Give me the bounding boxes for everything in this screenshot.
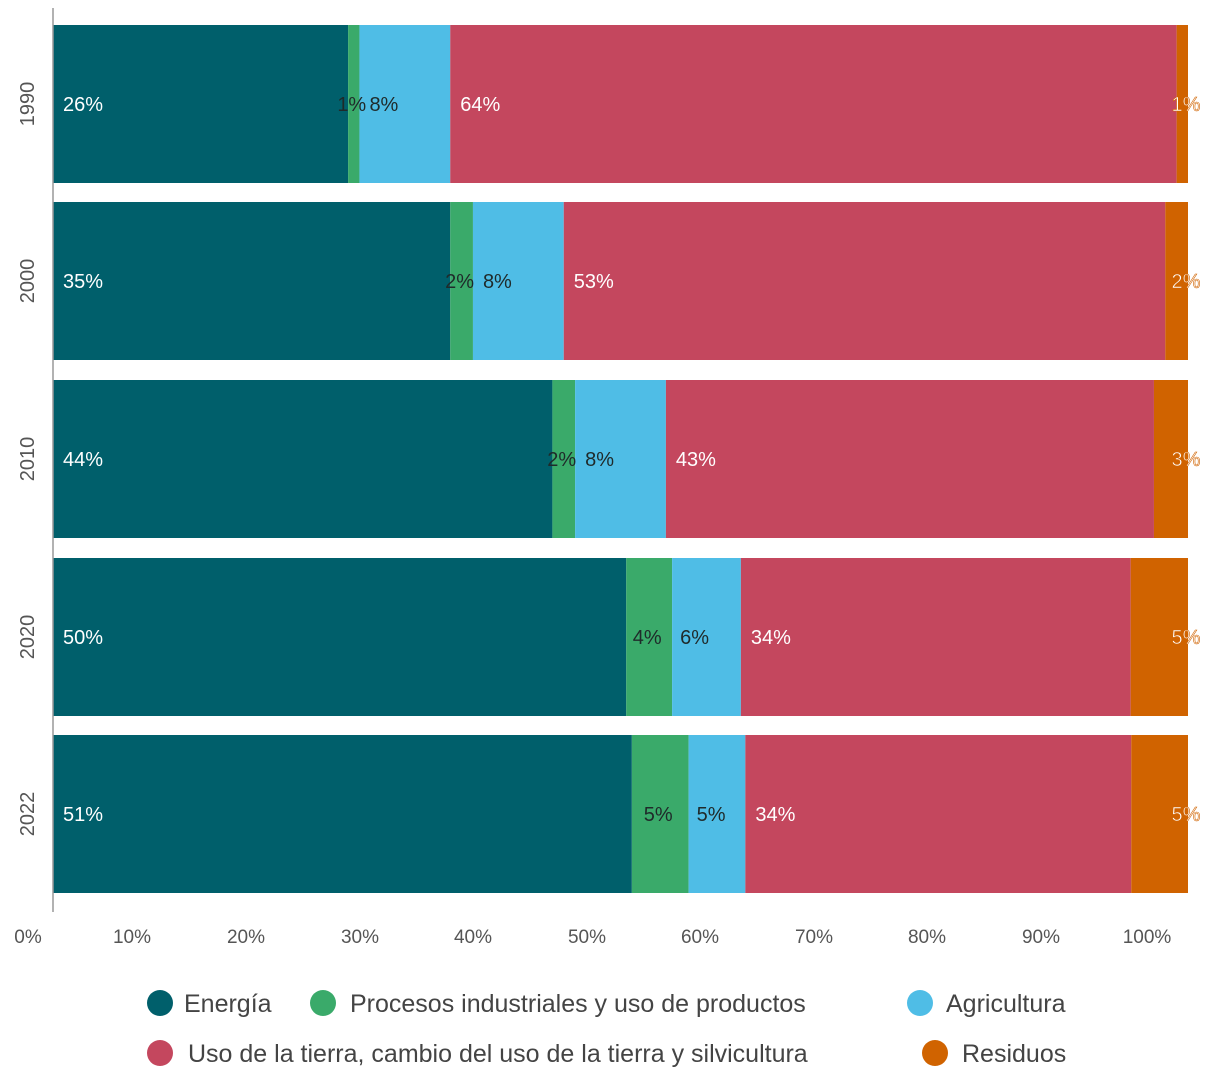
legend-swatch (310, 990, 336, 1016)
x-tick-label: 30% (341, 927, 379, 948)
data-label: 8% (483, 271, 512, 293)
bar-segment (745, 735, 1132, 893)
bar-segment (359, 25, 451, 183)
bar-segment (1131, 735, 1188, 893)
data-label: 1% (1172, 94, 1201, 116)
data-label: 50% (63, 627, 103, 649)
bar-segment (53, 202, 451, 360)
bar-segment (575, 380, 666, 538)
data-label: 26% (63, 94, 103, 116)
bar-segment (631, 735, 689, 893)
bar-segment (1165, 202, 1188, 360)
data-label: 5% (1172, 804, 1201, 826)
x-tick-label: 70% (795, 927, 833, 948)
data-label: 1% (337, 94, 366, 116)
legend-item: Residuos (922, 1040, 1066, 1068)
data-label: 8% (369, 94, 398, 116)
bar-segment (53, 380, 553, 538)
data-label: 6% (680, 627, 709, 649)
x-tick-label: 100% (1123, 927, 1172, 948)
data-label: 44% (63, 449, 103, 471)
legend-label: Energía (184, 990, 272, 1018)
category-label: 2020 (17, 615, 39, 660)
bar-segment (672, 558, 741, 716)
legend-label: Procesos industriales y uso de productos (350, 990, 806, 1018)
x-tick-label: 40% (454, 927, 492, 948)
x-axis-ticks-layer: 0% 10% 20% 30% 40% 50% 60% 70% 80% 90% 100% (14, 927, 1171, 948)
bar-segment (53, 25, 349, 183)
bar-segment (665, 380, 1154, 538)
bar-segment (740, 558, 1131, 716)
bar-segment (626, 558, 673, 716)
category-label: 2010 (17, 437, 39, 482)
category-label: 2022 (17, 792, 39, 837)
bar-segment (1130, 558, 1188, 716)
bars-layer (53, 25, 1188, 893)
data-label: 34% (755, 804, 795, 826)
data-label: 64% (460, 94, 500, 116)
bar-segment (688, 735, 746, 893)
category-labels-layer: 1990 2000 2010 2020 2022 (17, 82, 39, 837)
data-label: 43% (676, 449, 716, 471)
x-tick-label: 80% (908, 927, 946, 948)
legend-swatch (922, 1040, 948, 1066)
legend-item: Procesos industriales y uso de productos (310, 990, 806, 1018)
legend-label: Uso de la tierra, cambio del uso de la t… (188, 1040, 808, 1068)
x-tick-label: 60% (681, 927, 719, 948)
data-label: 34% (751, 627, 791, 649)
bar-segment (53, 735, 632, 893)
legend-item: Uso de la tierra, cambio del uso de la t… (147, 1040, 808, 1068)
bar-segment (450, 25, 1177, 183)
bar-segment (552, 380, 576, 538)
bar-segment (53, 558, 627, 716)
data-label: 5% (697, 804, 726, 826)
bar-segment (348, 25, 360, 183)
data-label: 8% (585, 449, 614, 471)
data-label: 2% (1172, 271, 1201, 293)
data-label: 35% (63, 271, 103, 293)
legend-label: Agricultura (946, 990, 1066, 1018)
bar-segment (472, 202, 564, 360)
data-label: 2% (547, 449, 576, 471)
bar-segment (1176, 25, 1188, 183)
legend-item: Agricultura (907, 990, 1066, 1018)
bar-segment (1153, 380, 1188, 538)
legend-label: Residuos (962, 1040, 1066, 1068)
x-tick-label: 90% (1022, 927, 1060, 948)
bar-segment (563, 202, 1166, 360)
data-label: 3% (1172, 449, 1201, 471)
legend-swatch (147, 990, 173, 1016)
data-label: 2% (445, 271, 474, 293)
data-label: 4% (633, 627, 662, 649)
x-tick-label: 50% (568, 927, 606, 948)
x-tick-label: 0% (14, 927, 42, 948)
legend-swatch (907, 990, 933, 1016)
legend-swatch (147, 1040, 173, 1066)
data-label: 5% (644, 804, 673, 826)
bar-segment (450, 202, 473, 360)
data-label: 51% (63, 804, 103, 826)
segment-labels-layer: 26% 1% 8% 64% 1%35% 2% 8% 53% 2%44% 2% 8% 43% 3%50% 4… (63, 94, 1201, 827)
legend-item: Energía (147, 990, 272, 1018)
x-tick-label: 10% (113, 927, 151, 948)
data-label: 53% (574, 271, 614, 293)
category-label: 1990 (17, 82, 39, 127)
x-tick-label: 20% (227, 927, 265, 948)
category-label: 2000 (17, 259, 39, 304)
data-label: 5% (1172, 627, 1201, 649)
legend: Energía Procesos industriales y uso de pr… (147, 990, 1066, 1068)
